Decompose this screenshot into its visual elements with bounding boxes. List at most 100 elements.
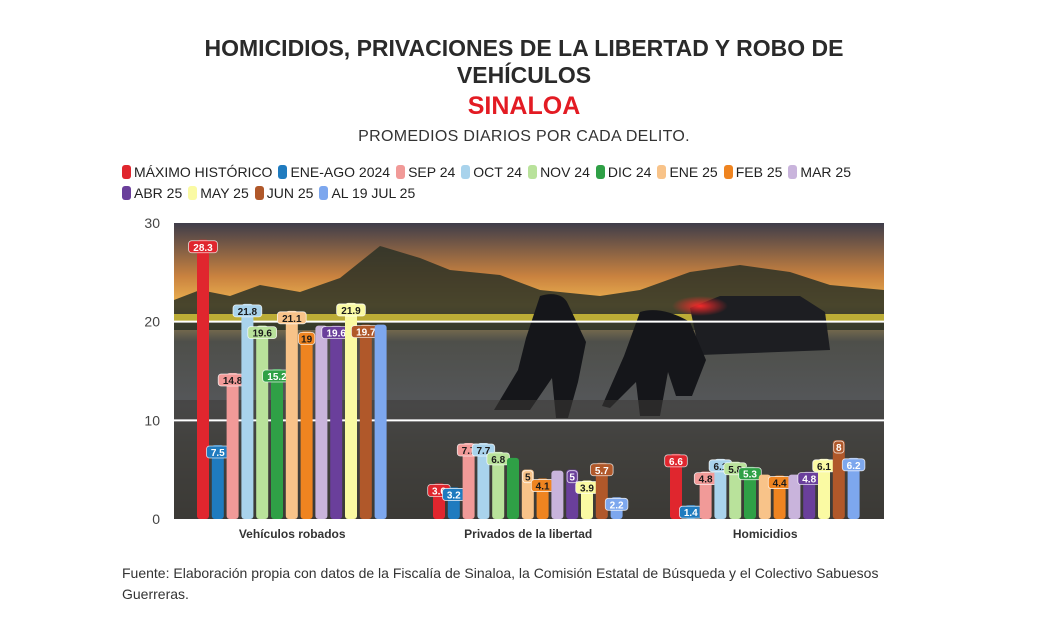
x-category-label: Vehículos robados (239, 527, 346, 541)
y-tick-label: 20 (144, 314, 160, 330)
data-label-background (833, 440, 845, 454)
bar (507, 457, 519, 519)
y-tick-label: 0 (152, 511, 160, 527)
bar (832, 440, 845, 519)
data-label-background (247, 326, 278, 340)
bar (670, 453, 682, 519)
legend-item: SEP 24 (396, 162, 455, 183)
data-label: 1.4 (684, 508, 698, 519)
y-axis: 0 10 20 30 (144, 215, 160, 527)
bar (197, 239, 209, 520)
legend-swatch (657, 165, 667, 179)
bar (847, 457, 860, 519)
legend-label: MÁXIMO HISTÓRICO (134, 164, 273, 180)
bar (330, 325, 343, 519)
legend-item: MAY 25 (188, 183, 249, 204)
legend-swatch (595, 165, 605, 179)
bar (758, 474, 771, 519)
y-tick-label: 30 (144, 215, 160, 231)
legend-item: MÁXIMO HISTÓRICO (122, 162, 272, 183)
legend-item: JUN 25 (254, 183, 313, 204)
data-label: 21.8 (238, 307, 258, 318)
data-label: 6.1 (713, 462, 727, 473)
data-label-background (276, 311, 307, 325)
data-label: 6.6 (669, 457, 683, 468)
legend-label: ENE 25 (669, 164, 718, 180)
x-axis: Vehículos robados Privados de la libertad… (239, 527, 798, 541)
bar (226, 372, 239, 519)
legend-label: NOV 24 (540, 164, 590, 180)
data-label: 4.4 (773, 479, 787, 490)
data-label: 4.8 (802, 475, 816, 486)
legend-swatch (396, 165, 406, 179)
legend-swatch (188, 186, 198, 200)
data-label-background (590, 463, 614, 477)
bar (345, 302, 357, 519)
bar (818, 458, 830, 519)
bar (300, 331, 313, 519)
bar (211, 445, 224, 519)
legend-label: MAY 25 (200, 185, 249, 201)
x-category-label: Privados de la libertad (464, 527, 592, 541)
data-label: 5 (569, 473, 575, 484)
data-label: 19.6 (252, 329, 272, 340)
legend-swatch (319, 186, 329, 200)
data-label: 5.3 (743, 470, 757, 481)
chart-title-line1: HOMICIDIOS, PRIVACIONES DE LA LIBERTAD Y… (204, 35, 844, 61)
data-label: 21.1 (282, 314, 302, 325)
legend-swatch (122, 186, 131, 200)
legend-item: ENE 25 (657, 162, 718, 183)
data-label: 3.9 (580, 484, 594, 495)
legend-item: NOV 24 (528, 162, 590, 183)
legend-swatch (461, 165, 471, 179)
data-label-background (188, 240, 218, 254)
data-label: 19.6 (326, 329, 346, 340)
bar (595, 462, 608, 519)
bar (374, 324, 387, 519)
data-label: 7.5 (211, 448, 225, 459)
legend-swatch (723, 165, 733, 179)
data-label: 2.2 (610, 500, 624, 511)
bar-group: 3.6 3.27.7 7.76.854.153.95.72.2 (427, 443, 629, 519)
bar-group: 6.61.44.86.1 5.8 5.34.4 4.86.186.2 (664, 440, 866, 519)
bar (241, 303, 254, 519)
bar (492, 451, 505, 519)
chart-subtitle: PROMEDIOS DIARIOS POR CADA DELITO. (358, 128, 690, 145)
y-tick-label: 10 (144, 412, 160, 428)
data-label: 3.6 (432, 486, 446, 497)
data-label: 4.1 (536, 482, 550, 493)
legend-label: FEB 25 (735, 164, 783, 180)
legend-swatch (788, 165, 798, 179)
data-label: 3.2 (447, 490, 461, 501)
bar (729, 461, 742, 519)
legend-swatch (278, 165, 288, 179)
legend-swatch (122, 165, 131, 179)
data-label: 5.8 (728, 465, 742, 476)
legend-item: FEB 25 (723, 162, 783, 183)
legend-label: ENE-AGO 2024 (290, 164, 391, 180)
data-label-background (841, 458, 866, 472)
chart-region: SINALOA (467, 92, 581, 120)
data-label: 15.2 (267, 372, 287, 383)
bar-group: 28.3 7.5 14.8 21.8 19.6 15.2 21.1 19 19.6 21.9 19.… (188, 239, 387, 520)
legend-label: OCT 24 (473, 164, 523, 180)
legend-swatch (528, 165, 538, 179)
legend-item: ENE-AGO 2024 (278, 162, 390, 183)
bar (477, 443, 490, 519)
data-label-background (604, 497, 629, 511)
bar (551, 470, 564, 519)
chart-title-line2: VEHÍCULOS (456, 62, 592, 88)
legend-item: MAR 25 (788, 162, 851, 183)
data-label: 5 (525, 473, 531, 484)
data-label: 5.7 (595, 466, 609, 477)
data-label-background (522, 470, 534, 484)
bar (359, 324, 372, 519)
data-label-background (297, 332, 316, 345)
bar (256, 325, 269, 519)
legend-label: MAR 25 (800, 164, 851, 180)
bar (714, 458, 727, 519)
bar (271, 369, 283, 519)
legend-label: SEP 24 (408, 164, 456, 180)
legend-item: OCT 24 (461, 162, 522, 183)
x-category-label: Homicidios (733, 527, 798, 541)
